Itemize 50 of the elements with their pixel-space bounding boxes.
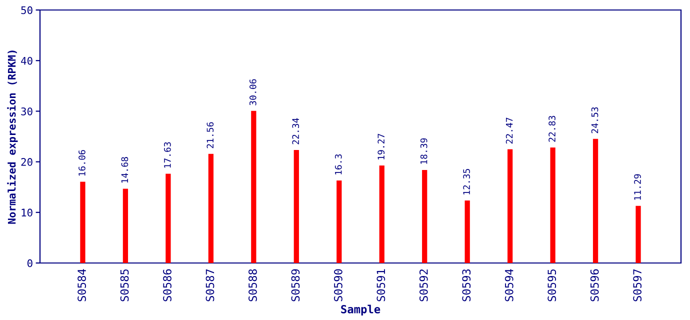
x-tick-label: S0597 (633, 269, 642, 302)
data-label: 19.27 (378, 134, 385, 160)
x-tick-label: S0585 (120, 269, 129, 302)
data-label: 14.68 (121, 157, 128, 183)
bar (294, 150, 299, 263)
data-label: 22.47 (506, 118, 513, 144)
y-tick-label: 0 (27, 259, 32, 268)
x-tick-label: S0594 (504, 269, 514, 302)
bar (379, 165, 384, 263)
data-label: 30.06 (249, 79, 256, 106)
bar (592, 138, 598, 263)
data-label: 18.39 (420, 138, 428, 164)
data-label: 16.3 (334, 154, 342, 174)
x-tick-label: S0590 (334, 269, 342, 302)
x-tick-label: S0584 (78, 269, 86, 302)
bar (636, 206, 641, 263)
y-tick-label: 10 (22, 208, 32, 217)
x-tick-label: S0593 (462, 269, 471, 302)
data-label: 11.29 (634, 174, 641, 200)
x-tick-label: S0595 (548, 269, 556, 302)
y-tick-label: 40 (21, 56, 32, 65)
bar (550, 147, 556, 263)
x-tick-label: S0587 (206, 269, 214, 302)
x-axis-title: Sample (341, 304, 380, 316)
data-label: 21.56 (206, 122, 214, 148)
bar (208, 154, 214, 263)
y-tick-label: 30 (21, 107, 32, 116)
x-tick-label: S0596 (590, 269, 599, 302)
bar (336, 180, 342, 263)
y-axis-title: Normalized expression (RPKM) (7, 50, 18, 224)
x-tick-label: S0588 (248, 269, 257, 302)
data-label: 16.06 (78, 150, 86, 176)
data-label: 22.83 (548, 116, 556, 142)
bar (166, 174, 171, 263)
bar (122, 188, 128, 263)
y-tick-label: 20 (21, 158, 32, 166)
x-tick-label: S0592 (419, 270, 428, 302)
bar (422, 170, 428, 263)
bar (251, 110, 256, 263)
data-label: 12.35 (463, 168, 470, 194)
data-label: 17.63 (164, 142, 171, 168)
data-label: 22.34 (292, 118, 300, 144)
bar (464, 200, 470, 263)
x-tick-label: S0586 (163, 269, 172, 302)
y-tick-label: 50 (21, 6, 32, 14)
x-tick-label: S0589 (291, 269, 300, 302)
x-tick-label: S0591 (376, 269, 386, 302)
data-label: 24.53 (591, 107, 598, 134)
bar (508, 149, 513, 263)
bar (80, 182, 86, 263)
